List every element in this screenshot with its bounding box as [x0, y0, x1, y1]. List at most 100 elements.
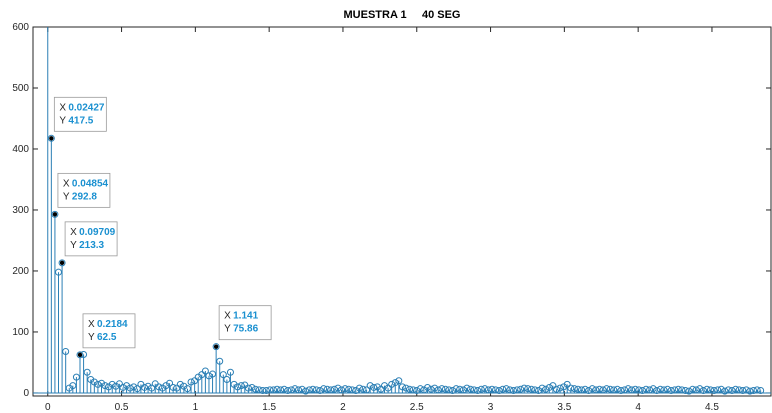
- stem-marker: [69, 382, 77, 390]
- stem-marker: [115, 380, 123, 388]
- stem-marker: [216, 357, 224, 365]
- datatip-x-label: X: [224, 311, 231, 322]
- datatip-y-label: Y: [88, 332, 95, 343]
- stem-marker: [732, 385, 740, 393]
- stem-marker: [495, 387, 503, 395]
- stem-marker: [524, 385, 532, 393]
- stem-marker: [703, 385, 711, 393]
- datatip-x-label: X: [59, 102, 66, 113]
- x-tick-label: 1.5: [262, 402, 276, 413]
- stem-marker: [674, 385, 682, 393]
- stem-marker: [62, 347, 70, 355]
- stem-marker: [370, 383, 378, 391]
- stem-marker: [624, 385, 632, 393]
- stem-marker: [298, 385, 306, 393]
- stem-marker: [302, 387, 310, 395]
- stem-marker: [757, 387, 765, 395]
- stem-marker: [259, 387, 267, 395]
- stem-marker: [148, 384, 156, 392]
- stem-marker: [87, 376, 95, 384]
- stem-marker: [423, 383, 431, 391]
- stem-marker: [488, 385, 496, 393]
- datatip-point: [59, 260, 65, 266]
- stem-marker: [320, 385, 328, 393]
- datatip-x-value: 0.2184: [97, 319, 128, 330]
- datatip-box: [82, 313, 136, 349]
- stem-marker: [262, 387, 270, 395]
- x-tick-label: 4: [635, 402, 641, 413]
- datatip-y-value: 75.86: [233, 324, 258, 335]
- stem-marker: [366, 382, 374, 390]
- stem-marker: [728, 387, 736, 395]
- y-tick-label: 600: [12, 22, 29, 33]
- stem-marker: [58, 259, 66, 267]
- stem-marker: [284, 387, 292, 395]
- stem-marker: [226, 368, 234, 376]
- datatip-x-label: X: [88, 319, 95, 330]
- stem-marker: [176, 380, 184, 388]
- stem-marker: [169, 383, 177, 391]
- stem-marker: [549, 382, 557, 390]
- stem-marker: [223, 376, 231, 384]
- stem-marker: [570, 385, 578, 393]
- datatip-y-value: 62.5: [97, 332, 117, 343]
- stem-marker: [191, 377, 199, 385]
- stem-marker: [108, 380, 116, 388]
- stem-marker: [187, 378, 195, 386]
- stem-marker: [406, 385, 414, 393]
- stem-marker: [126, 384, 134, 392]
- datatip-point: [49, 136, 54, 141]
- stem-marker: [209, 370, 217, 378]
- stem-marker: [717, 385, 725, 393]
- stem-marker: [739, 387, 747, 395]
- stem-marker: [130, 383, 138, 391]
- x-tick-label: 1: [193, 402, 199, 413]
- stem-marker: [309, 385, 317, 393]
- stem-marker: [638, 387, 646, 395]
- stem-marker: [427, 385, 435, 393]
- stem-marker: [617, 387, 625, 395]
- stem-marker: [244, 384, 252, 392]
- stem-marker: [219, 371, 227, 379]
- stem-marker: [481, 385, 489, 393]
- stem-marker: [162, 382, 170, 390]
- stem-marker: [273, 385, 281, 393]
- axis-ticks: 0 0.5 1 1.5 2 2.5 3 3.5 4 4.5 0 100 200 300 400 500 600: [12, 22, 771, 413]
- stem-marker: [560, 383, 568, 391]
- x-tick-label: 0: [45, 402, 51, 413]
- stem-marker: [517, 385, 525, 393]
- stem-marker: [653, 387, 661, 395]
- stem-marker: [567, 384, 575, 392]
- datatip-y-label: Y: [59, 115, 66, 126]
- stem-marker: [552, 385, 560, 393]
- stem-marker: [280, 385, 288, 393]
- stem-marker: [112, 382, 120, 390]
- y-tick-label: 100: [12, 327, 29, 338]
- stem-marker: [581, 385, 589, 393]
- stem-marker: [205, 372, 213, 380]
- stem-marker: [750, 387, 758, 395]
- stem-marker: [535, 387, 543, 395]
- datatip-x-value: 0.02427: [68, 102, 105, 113]
- stem-marker: [696, 385, 704, 393]
- stem-marker: [291, 385, 299, 393]
- stem-marker: [97, 379, 105, 387]
- stem-marker: [158, 384, 166, 392]
- datatip-point: [77, 352, 83, 358]
- stem-marker: [377, 385, 385, 393]
- stem-marker: [166, 379, 174, 387]
- stem-marker: [384, 384, 392, 392]
- x-tick-label: 2: [340, 402, 346, 413]
- datatip-box: [64, 221, 118, 257]
- stem-marker: [381, 382, 389, 390]
- stem-marker: [345, 385, 353, 393]
- stem-marker: [689, 385, 697, 393]
- stem-marker: [499, 385, 507, 393]
- stem-marker: [55, 268, 63, 276]
- stem-marker: [201, 367, 209, 375]
- x-tick-label: 4.5: [705, 402, 719, 413]
- y-tick-label: 200: [12, 266, 29, 277]
